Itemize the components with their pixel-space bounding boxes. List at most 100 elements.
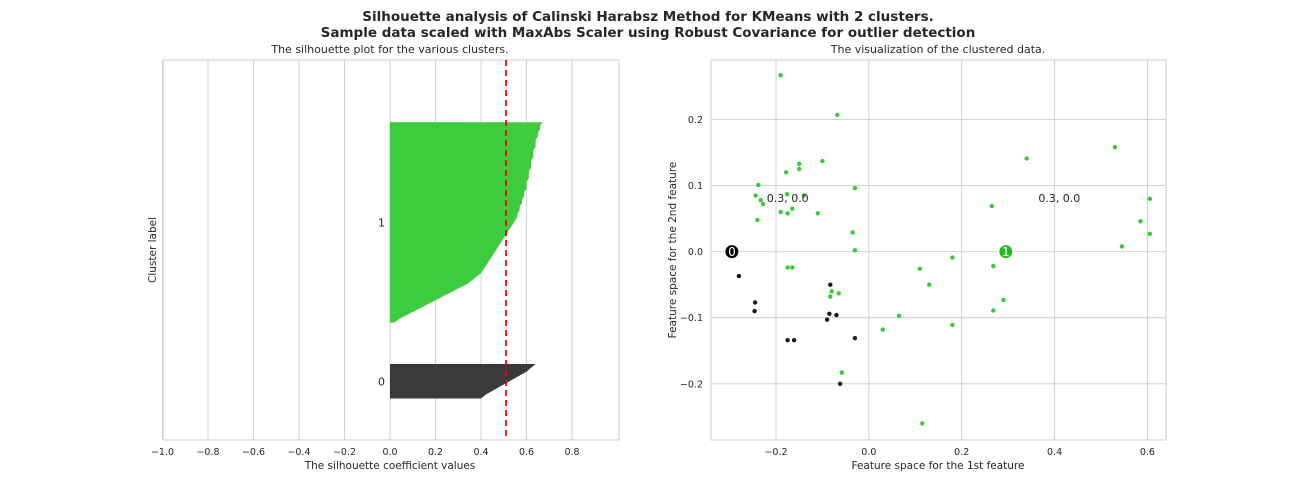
cluster-1-point — [785, 265, 790, 270]
silhouette-plot-title: The silhouette plot for the various clus… — [270, 43, 508, 56]
silhouette-y-axis-label: Cluster label — [147, 217, 159, 283]
cluster-center-0-label: 0 — [728, 245, 736, 259]
cluster-center-1-label: 1 — [1002, 245, 1010, 259]
cluster-1-point — [755, 217, 760, 223]
cluster-1-point — [1147, 231, 1153, 236]
figure-title-line2: Sample data scaled with MaxAbs Scaler us… — [321, 25, 976, 41]
cluster-1-point — [950, 322, 955, 328]
cluster-0-point — [752, 308, 757, 314]
cluster-1-point — [920, 421, 925, 426]
cluster-1-point — [880, 327, 885, 332]
scatter-y-tick-label: 0.0 — [688, 247, 703, 258]
silhouette-cluster-0-area — [390, 364, 536, 399]
cluster-1-point — [991, 308, 996, 313]
cluster-center-1-marker — [998, 244, 1014, 260]
cluster-1-point — [896, 313, 902, 318]
scatter-y-tick-label: −0.1 — [680, 313, 703, 324]
silhouette-plot: The silhouette plot for the various clus… — [147, 43, 620, 472]
cluster-1-point — [1147, 196, 1153, 201]
cluster-1-point — [785, 211, 790, 216]
cluster-1-point — [790, 265, 795, 270]
scatter-y-axis-label: Feature space for the 2nd feature — [667, 162, 679, 339]
silhouette-x-ticks: −1.0 −0.8 −0.6 −0.4 −0.2 0.0 0.2 0.4 0.6 0.8 — [151, 447, 580, 458]
cluster-1-point — [820, 158, 825, 164]
cluster-1-point — [1119, 244, 1125, 249]
center-coordinate-annotation: 0.3, 0.0 — [767, 192, 809, 205]
cluster-1-point — [784, 192, 790, 197]
cluster-1-point — [950, 255, 955, 260]
cluster-1-point — [778, 73, 783, 78]
silhouette-cluster-1-label: 1 — [378, 216, 385, 229]
cluster-1-point — [1024, 156, 1029, 161]
scatter-plot-area — [710, 59, 1167, 441]
cluster-1-point — [839, 370, 845, 375]
cluster-1-point — [850, 230, 855, 235]
scatter-x-tick-label: −0.2 — [764, 447, 787, 458]
silhouette-x-tick-label: 0.4 — [473, 447, 488, 458]
scatter-x-tick-label: 0.0 — [861, 447, 876, 458]
cluster-0-point — [736, 273, 742, 279]
silhouette-x-tick-label: −0.8 — [196, 447, 219, 458]
cluster-0-point — [824, 317, 830, 322]
cluster-1-point — [797, 166, 802, 172]
scatter-y-tick-label: 0.2 — [688, 115, 703, 126]
silhouette-cluster-1-area — [390, 122, 543, 323]
cluster-1-point — [784, 170, 789, 175]
silhouette-x-tick-label: −0.4 — [287, 447, 310, 458]
scatter-gridlines — [711, 60, 1166, 440]
silhouette-x-tick-label: −1.0 — [151, 447, 174, 458]
cluster-1-point — [815, 211, 820, 216]
cluster-1-point — [836, 291, 841, 296]
cluster-1-point — [756, 182, 761, 188]
cluster-center-0-marker — [724, 244, 740, 260]
scatter-y-tick-label: −0.2 — [680, 379, 703, 390]
scatter-ticks: −0.2 0.0 0.2 0.4 0.6 −0.2 −0.1 0.0 0.1 0.2 — [680, 115, 1155, 458]
cluster-0-point — [752, 300, 758, 305]
cluster-1-point — [927, 282, 932, 287]
cluster-1-point — [778, 209, 783, 215]
cluster-1-point — [917, 266, 923, 271]
cluster-scatter-plot: The visualization of the clustered data.… — [667, 43, 1167, 472]
cluster-1-point — [760, 201, 766, 207]
cluster-1-point — [1112, 145, 1118, 150]
figure-title-line1: Silhouette analysis of Calinski Harabsz … — [362, 9, 934, 25]
scatter-x-tick-label: 0.6 — [1140, 447, 1155, 458]
cluster-1-point — [801, 193, 807, 198]
cluster-1-point — [828, 294, 833, 299]
cluster-1-point — [829, 289, 834, 294]
cluster-0-point — [834, 312, 839, 318]
cluster-1-point — [852, 186, 858, 191]
cluster-1-point — [753, 193, 758, 198]
scatter-x-tick-label: 0.4 — [1047, 447, 1062, 458]
cluster-1-point — [991, 264, 996, 269]
cluster-1-point — [835, 112, 840, 118]
scatter-y-tick-label: 0.1 — [688, 181, 703, 192]
scatter-annotations: 0.3, 0.0 0.3, 0.0 — [767, 192, 1081, 205]
cluster-1-point — [797, 161, 802, 166]
cluster-0-point — [837, 381, 843, 386]
scatter-points — [736, 73, 1153, 426]
scatter-plot-title: The visualization of the clustered data. — [830, 43, 1046, 56]
silhouette-x-tick-label: 0.0 — [382, 447, 397, 458]
cluster-0-point — [791, 338, 797, 343]
silhouette-x-tick-label: 0.6 — [519, 447, 534, 458]
cluster-1-point — [1138, 219, 1143, 224]
cluster-0-point — [827, 311, 832, 316]
silhouette-x-tick-label: −0.6 — [242, 447, 265, 458]
cluster-1-point — [1001, 297, 1006, 303]
cluster-1-point — [758, 197, 763, 203]
cluster-1-point — [989, 203, 995, 209]
silhouette-cluster-0-label: 0 — [378, 375, 385, 388]
silhouette-x-axis-label: The silhouette coefficient values — [304, 460, 476, 472]
cluster-0-point — [852, 336, 858, 341]
center-coordinate-annotation: 0.3, 0.0 — [1038, 192, 1080, 205]
cluster-1-point — [790, 206, 795, 211]
scatter-x-tick-label: 0.2 — [954, 447, 969, 458]
silhouette-x-tick-label: 0.8 — [564, 447, 579, 458]
scatter-x-axis-label: Feature space for the 1st feature — [851, 460, 1024, 472]
silhouette-x-tick-label: −0.2 — [333, 447, 356, 458]
silhouette-x-tick-label: 0.2 — [428, 447, 443, 458]
cluster-1-point — [852, 248, 858, 253]
